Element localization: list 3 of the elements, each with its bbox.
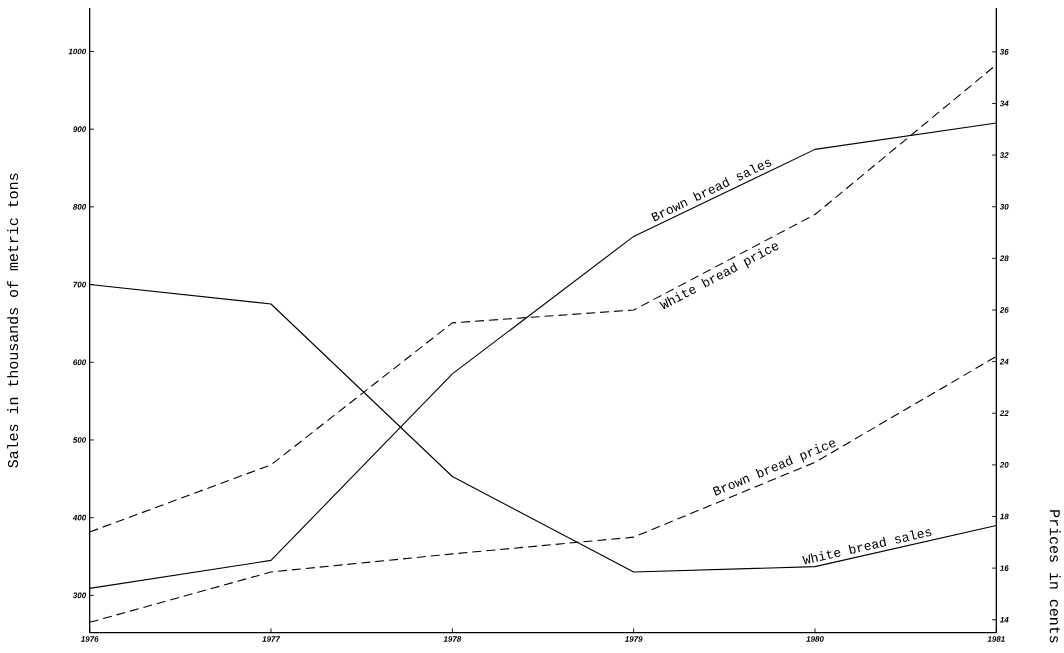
y2-axis-title: Prices in cents (1049, 510, 1061, 643)
y-axis-title: Sales in thousands of metric tons (7, 173, 19, 468)
text: White bread sales (802, 529, 932, 565)
